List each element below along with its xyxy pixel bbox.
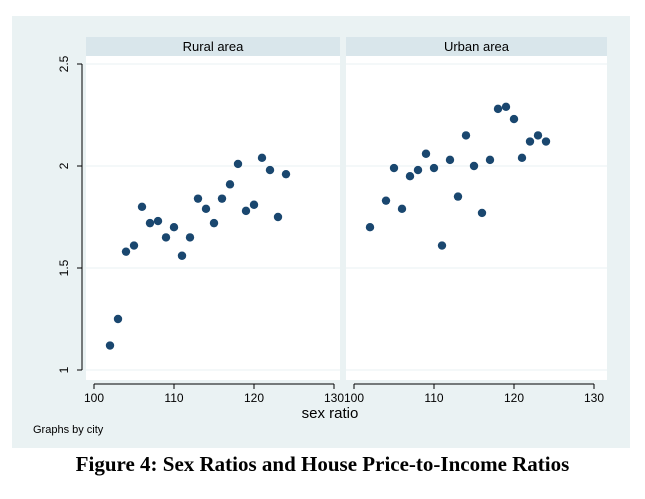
plot-area bbox=[86, 56, 340, 380]
graphs-by-note: Graphs by city bbox=[33, 424, 104, 436]
data-point bbox=[129, 241, 139, 250]
x-tick-label: 110 bbox=[424, 391, 443, 405]
data-point bbox=[413, 165, 423, 175]
data-point bbox=[273, 212, 283, 222]
data-point bbox=[121, 247, 131, 256]
x-tick-label: 110 bbox=[164, 391, 183, 405]
x-tick-label: 130 bbox=[584, 391, 604, 405]
data-point bbox=[113, 314, 123, 324]
data-point bbox=[265, 165, 275, 175]
data-point bbox=[405, 172, 415, 181]
panel-title: Rural area bbox=[183, 39, 244, 54]
y-tick-label: 2.5 bbox=[57, 55, 71, 72]
data-point bbox=[225, 180, 235, 189]
data-point bbox=[137, 202, 147, 211]
data-point bbox=[217, 194, 227, 203]
data-point bbox=[509, 114, 519, 124]
data-point bbox=[105, 341, 115, 350]
data-point bbox=[517, 153, 527, 163]
data-point bbox=[249, 200, 259, 209]
x-tick-label: 130 bbox=[324, 391, 344, 405]
plot-area bbox=[346, 56, 607, 380]
data-point bbox=[461, 131, 471, 140]
x-tick-label: 100 bbox=[84, 391, 104, 405]
data-point bbox=[193, 194, 203, 203]
data-point bbox=[257, 153, 267, 163]
data-point bbox=[233, 159, 243, 169]
x-tick-label: 120 bbox=[244, 391, 264, 405]
data-point bbox=[533, 131, 543, 140]
data-point bbox=[501, 102, 511, 112]
data-point bbox=[421, 149, 431, 158]
panel-urban-area: Urban area 100 110 120 130 bbox=[344, 37, 607, 405]
data-point bbox=[493, 104, 503, 114]
panel-rural-area: Rural area 100 110 120 130 1 1.5 2 2.5 bbox=[57, 37, 344, 405]
data-point bbox=[477, 208, 487, 218]
data-point bbox=[445, 155, 455, 165]
data-point bbox=[437, 241, 447, 250]
y-tick-label: 2 bbox=[57, 162, 71, 169]
x-axis-label: sex ratio bbox=[302, 405, 359, 422]
data-point bbox=[541, 137, 551, 146]
data-point bbox=[397, 204, 407, 214]
data-point bbox=[469, 161, 479, 171]
y-tick-label: 1.5 bbox=[57, 259, 71, 276]
data-point bbox=[241, 206, 251, 216]
data-point bbox=[365, 223, 375, 232]
data-point bbox=[209, 218, 219, 228]
data-point bbox=[169, 223, 179, 232]
data-point bbox=[153, 216, 163, 226]
data-point bbox=[201, 204, 211, 214]
data-point bbox=[485, 155, 495, 165]
panel-strip bbox=[86, 37, 340, 56]
data-point bbox=[177, 251, 187, 260]
x-tick-label: 100 bbox=[344, 391, 364, 405]
data-point bbox=[389, 163, 399, 173]
data-point bbox=[453, 192, 463, 201]
x-tick-label: 120 bbox=[504, 391, 524, 405]
data-point bbox=[281, 169, 291, 179]
data-point bbox=[185, 233, 195, 242]
data-point bbox=[525, 137, 535, 146]
data-point bbox=[429, 163, 439, 173]
panel-title: Urban area bbox=[444, 39, 510, 54]
panel-strip bbox=[346, 37, 607, 56]
data-point bbox=[381, 196, 391, 205]
data-point bbox=[161, 233, 171, 242]
data-point bbox=[145, 218, 155, 228]
figure-caption: Figure 4: Sex Ratios and House Price-to-… bbox=[75, 452, 570, 476]
y-tick-label: 1 bbox=[57, 366, 71, 373]
